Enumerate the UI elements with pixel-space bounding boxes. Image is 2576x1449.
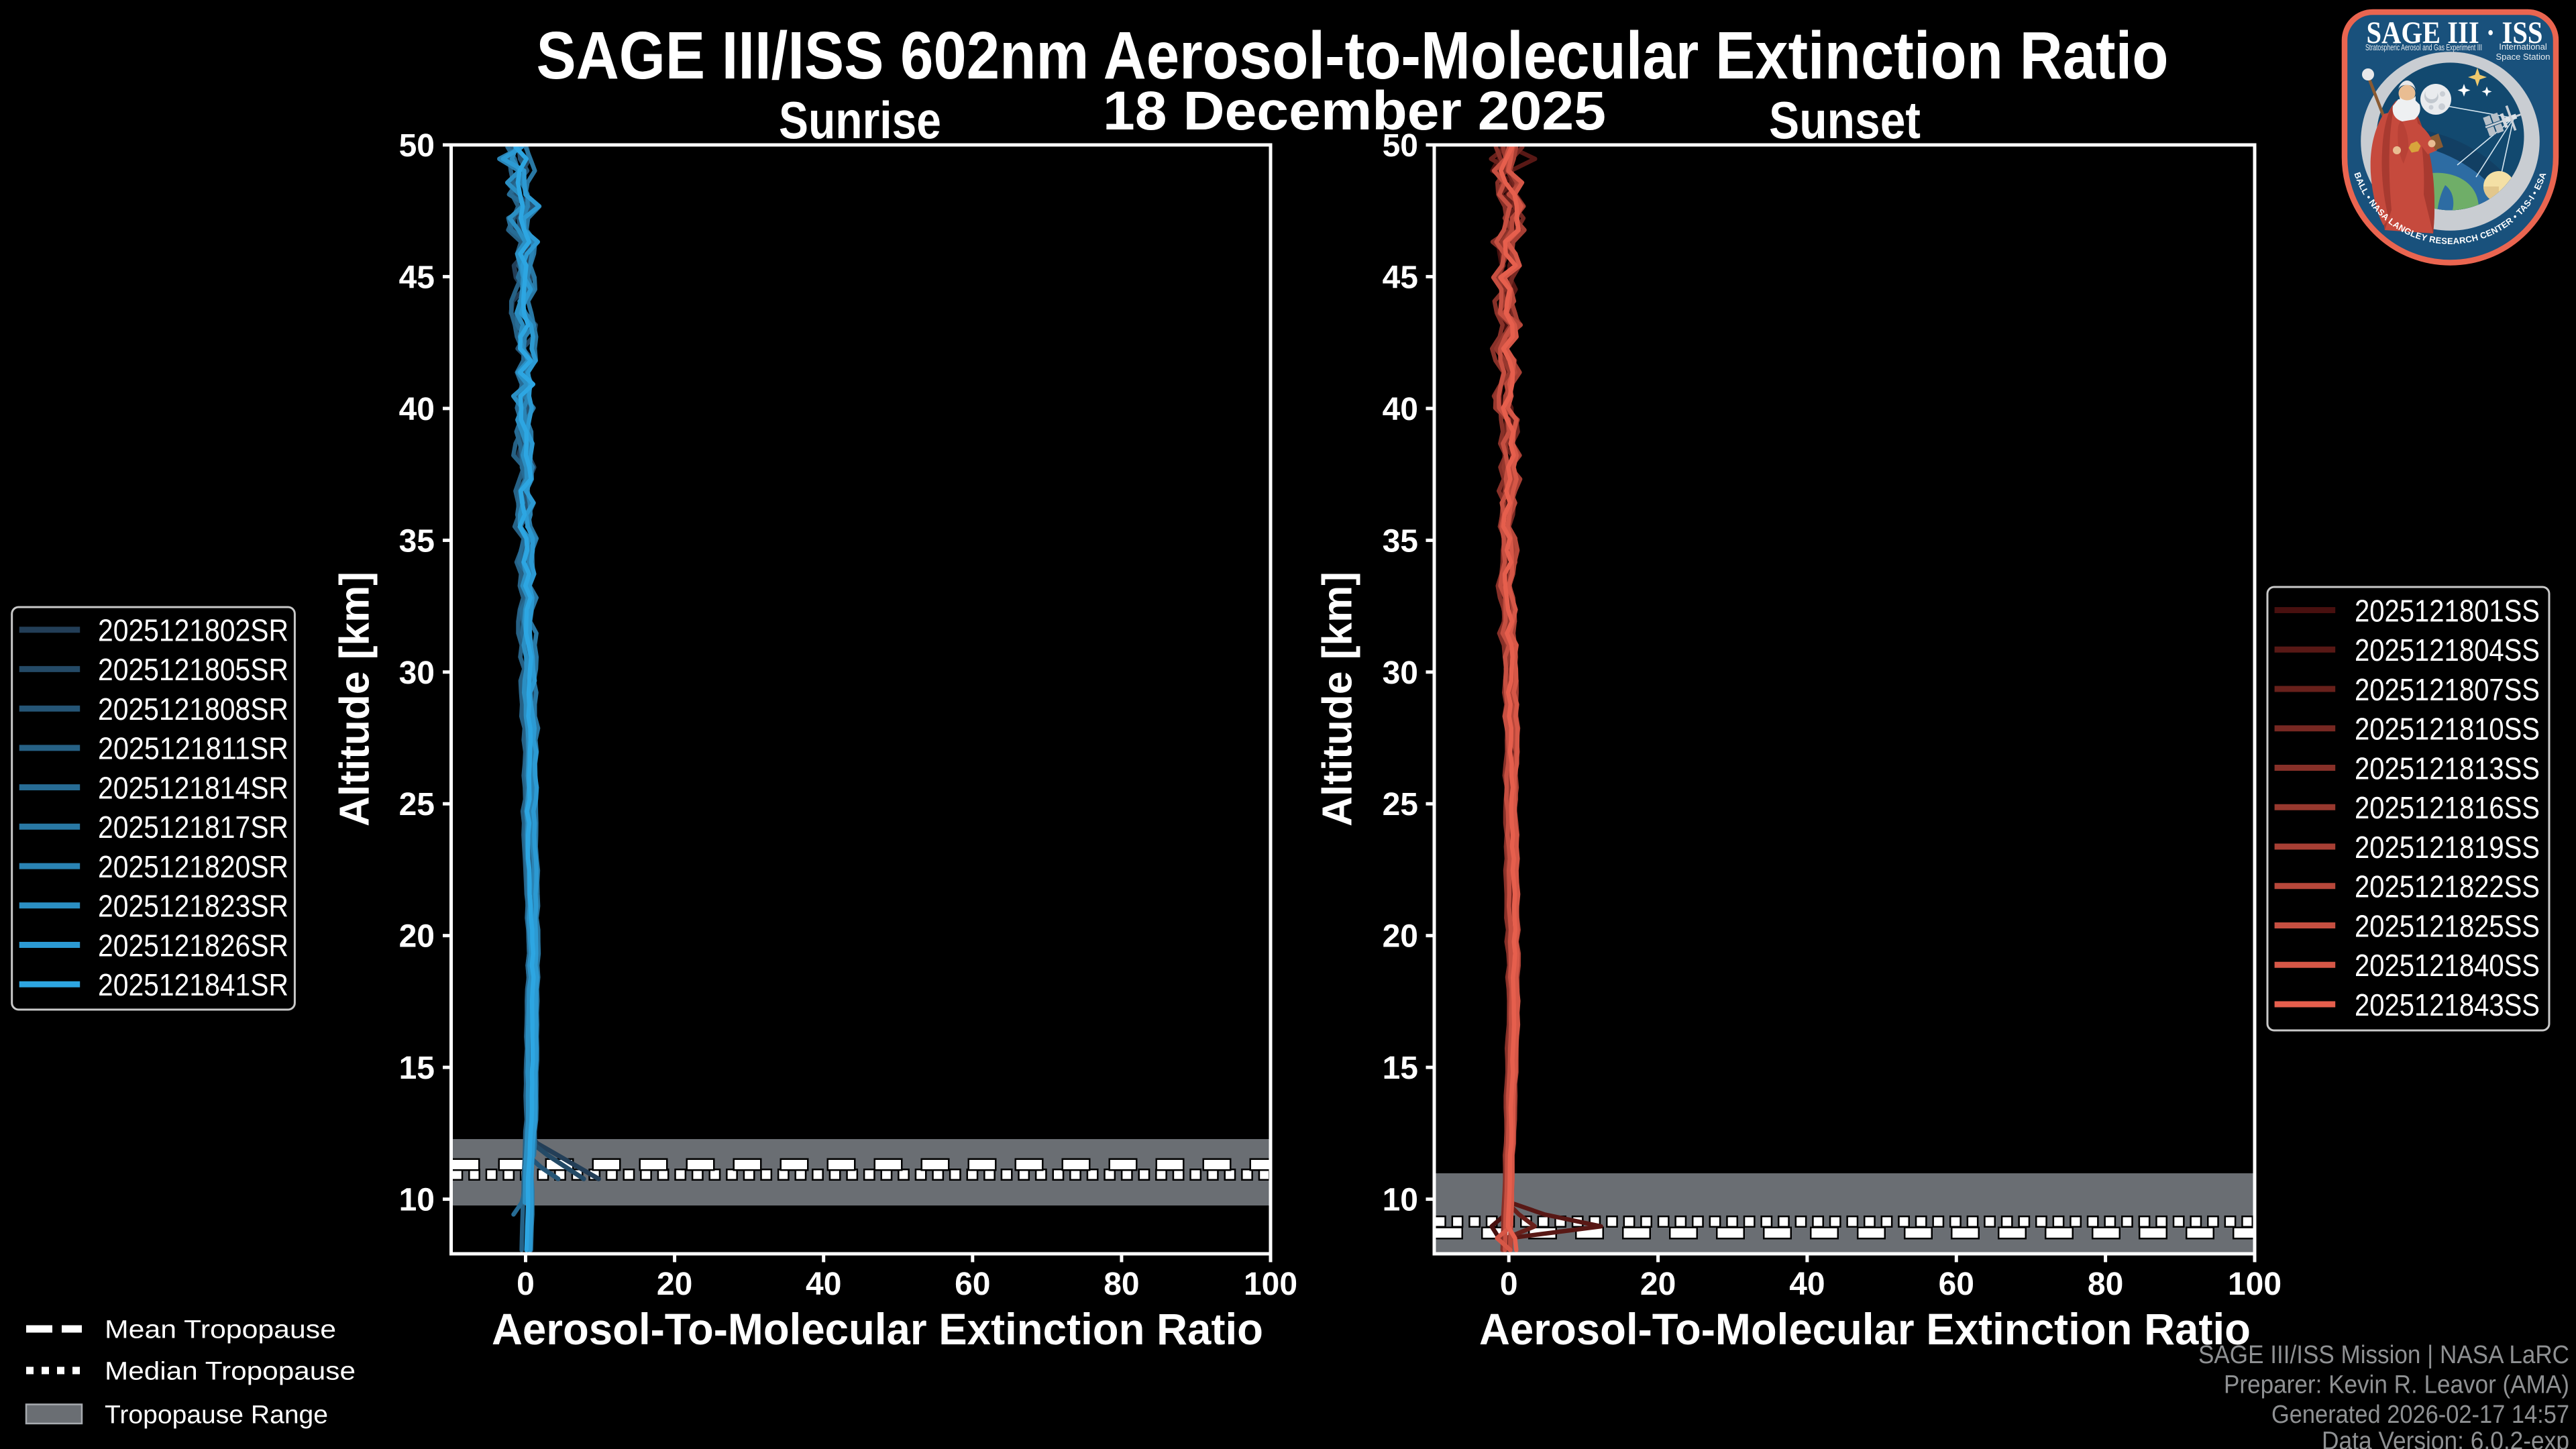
svg-text:2025121802SR: 2025121802SR [98,613,288,648]
svg-text:2025121808SR: 2025121808SR [98,692,288,727]
svg-text:10: 10 [399,1183,435,1218]
svg-text:60: 60 [955,1267,990,1302]
svg-text:2025121804SS: 2025121804SS [2355,633,2540,667]
svg-text:30: 30 [1383,655,1418,691]
svg-text:45: 45 [399,260,435,295]
svg-text:60: 60 [1939,1267,1974,1302]
svg-text:2025121819SS: 2025121819SS [2355,830,2540,865]
svg-text:100: 100 [2228,1267,2282,1302]
svg-text:2025121823SR: 2025121823SR [98,889,288,924]
svg-text:Altitude [km]: Altitude [km] [332,572,378,826]
svg-text:2025121816SS: 2025121816SS [2355,790,2540,825]
svg-text:Data Version: 6.0.2-exp: Data Version: 6.0.2-exp [2322,1428,2569,1449]
svg-text:2025121811SR: 2025121811SR [98,731,288,766]
svg-text:Mean Tropopause: Mean Tropopause [105,1316,336,1344]
svg-text:2025121807SS: 2025121807SS [2355,672,2540,707]
svg-text:2025121817SR: 2025121817SR [98,810,288,845]
svg-text:Tropopause Range: Tropopause Range [105,1401,328,1429]
svg-text:20: 20 [657,1267,692,1302]
svg-text:50: 50 [399,128,435,164]
svg-text:2025121826SR: 2025121826SR [98,928,288,963]
svg-text:International: International [2499,42,2547,52]
svg-text:Median Tropopause: Median Tropopause [105,1358,356,1386]
svg-text:50: 50 [1383,128,1418,164]
svg-text:2025121820SR: 2025121820SR [98,849,288,884]
svg-text:Stratospheric Aerosol and Gas: Stratospheric Aerosol and Gas Experiment… [2365,43,2482,52]
svg-text:Preparer: Kevin R. Leavor (AMA: Preparer: Kevin R. Leavor (AMA) [2224,1371,2569,1399]
svg-text:SAGE III · ISS: SAGE III · ISS [2367,15,2543,50]
svg-text:0: 0 [517,1267,535,1302]
svg-text:40: 40 [1789,1267,1825,1302]
svg-text:2025121810SS: 2025121810SS [2355,712,2540,747]
svg-text:18 December 2025: 18 December 2025 [1103,80,1606,142]
svg-text:2025121822SS: 2025121822SS [2355,869,2540,904]
svg-text:SAGE III/ISS Mission | NASA La: SAGE III/ISS Mission | NASA LaRC [2198,1341,2569,1369]
svg-text:20: 20 [1640,1267,1676,1302]
svg-text:40: 40 [806,1267,841,1302]
svg-text:25: 25 [399,787,435,822]
svg-text:Sunrise: Sunrise [779,91,941,150]
svg-text:15: 15 [1383,1051,1418,1086]
svg-text:Sunset: Sunset [1769,91,1921,150]
svg-text:0: 0 [1500,1267,1518,1302]
svg-text:20: 20 [399,919,435,955]
svg-text:2025121840SS: 2025121840SS [2355,948,2540,983]
svg-text:SAGE III/ISS 602nm Aerosol-to-: SAGE III/ISS 602nm Aerosol-to-Molecular … [537,18,2169,93]
svg-text:Aerosol-To-Molecular Extinctio: Aerosol-To-Molecular Extinction Ratio [492,1304,1263,1354]
svg-text:35: 35 [1383,523,1418,559]
svg-text:2025121814SR: 2025121814SR [98,770,288,805]
svg-text:2025121843SS: 2025121843SS [2355,987,2540,1022]
svg-text:80: 80 [2088,1267,2123,1302]
svg-text:2025121813SS: 2025121813SS [2355,751,2540,786]
svg-text:2025121805SR: 2025121805SR [98,652,288,687]
svg-text:2025121801SS: 2025121801SS [2355,593,2540,628]
svg-text:35: 35 [399,523,435,559]
svg-text:15: 15 [399,1051,435,1086]
svg-text:30: 30 [399,655,435,691]
svg-text:10: 10 [1383,1183,1418,1218]
svg-text:Altitude [km]: Altitude [km] [1315,572,1361,826]
svg-text:80: 80 [1104,1267,1139,1302]
svg-text:100: 100 [1244,1267,1297,1302]
svg-text:Generated 2026-02-17 14:57: Generated 2026-02-17 14:57 [2271,1401,2569,1429]
svg-text:Aerosol-To-Molecular Extinctio: Aerosol-To-Molecular Extinction Ratio [1479,1304,2251,1354]
svg-text:45: 45 [1383,260,1418,295]
svg-text:2025121825SS: 2025121825SS [2355,908,2540,943]
svg-text:20: 20 [1383,919,1418,955]
svg-text:40: 40 [399,392,435,427]
svg-text:Space Station: Space Station [2496,52,2551,62]
svg-text:2025121841SR: 2025121841SR [98,967,288,1002]
svg-text:40: 40 [1383,392,1418,427]
svg-text:25: 25 [1383,787,1418,822]
